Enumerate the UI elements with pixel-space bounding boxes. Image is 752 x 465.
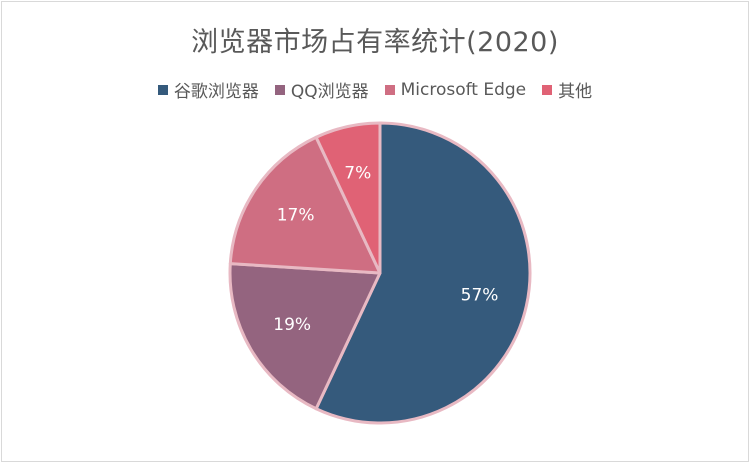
data-label-edge: 17% (277, 206, 315, 226)
legend-label-edge: Microsoft Edge (400, 79, 527, 100)
pie-slice-other (314, 121, 382, 275)
pie-slice-qq (228, 262, 382, 411)
legend-swatch-qq (274, 84, 285, 95)
legend-item-edge: Microsoft Edge (384, 79, 527, 100)
legend-label-chrome: 谷歌浏览器 (173, 82, 259, 102)
legend-label-other: 其他 (558, 82, 593, 102)
data-label-qq: 19% (273, 315, 311, 335)
legend-item-qq: QQ浏览器 (274, 77, 369, 102)
legend-swatch-chrome (157, 84, 168, 95)
chart-legend: 谷歌浏览器 QQ浏览器 Microsoft Edge 其他 (2, 77, 748, 102)
pie-slice-edge (228, 135, 382, 275)
legend-item-other: 其他 (542, 77, 592, 102)
data-label-chrome: 57% (461, 285, 499, 305)
data-label-other: 7% (344, 163, 371, 183)
legend-swatch-edge (384, 84, 395, 95)
legend-label-qq: QQ浏览器 (290, 82, 369, 102)
pie-slice-chrome (314, 121, 532, 425)
legend-swatch-other (542, 84, 553, 95)
chart-title: 浏览器市场占有率统计(2020) (191, 27, 559, 58)
legend-item-chrome: 谷歌浏览器 (157, 77, 259, 102)
